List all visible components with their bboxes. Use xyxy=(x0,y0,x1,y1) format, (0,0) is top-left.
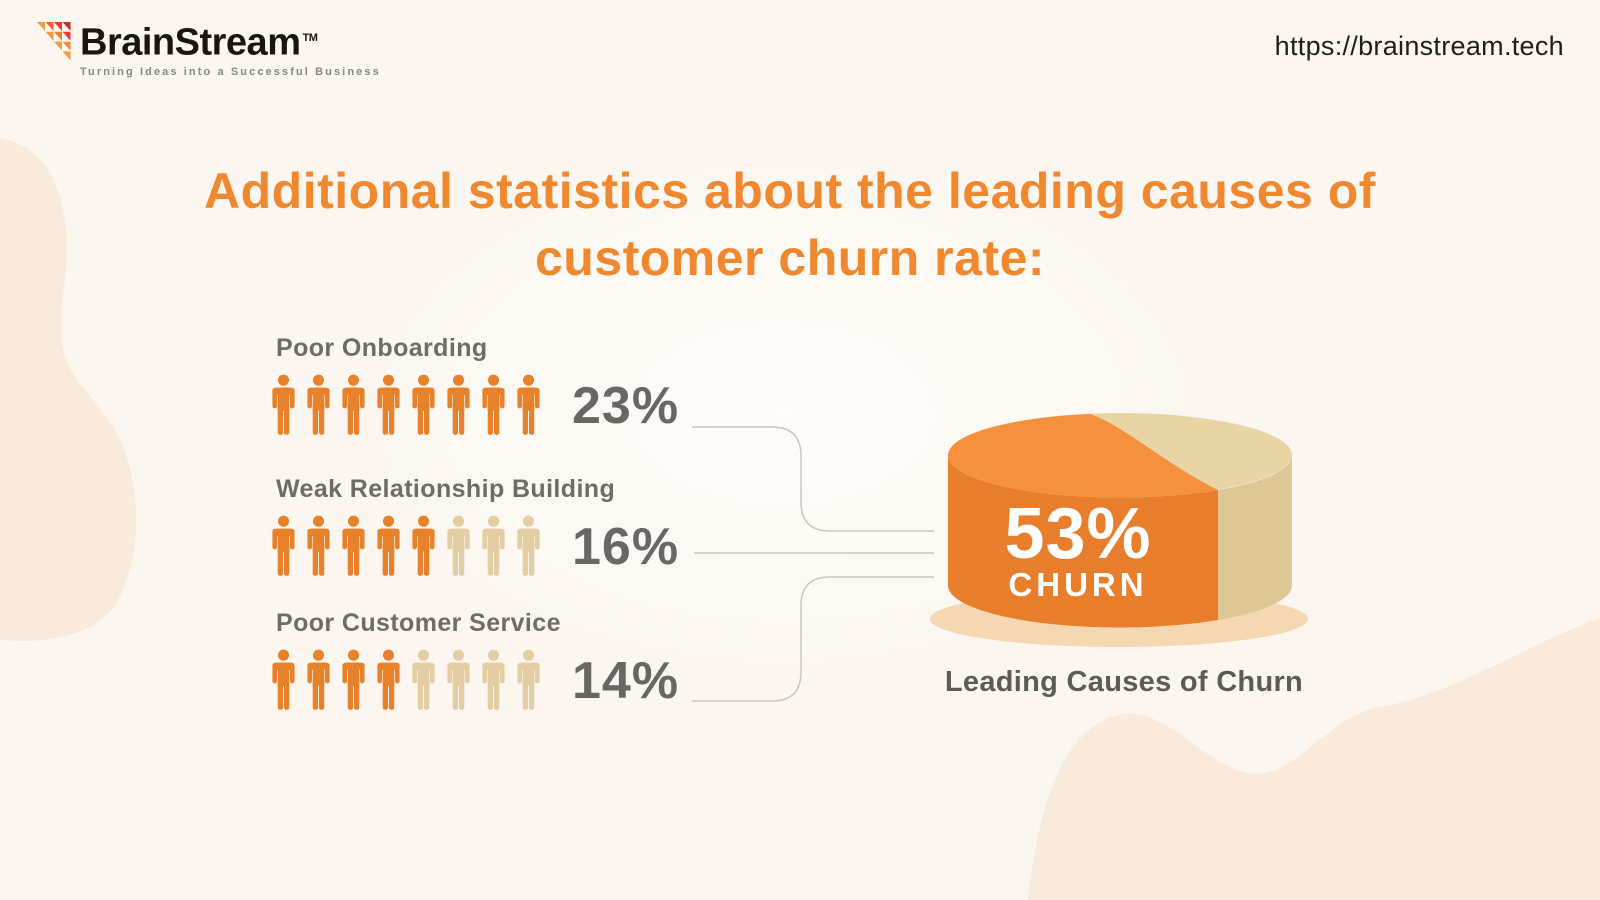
pie-center-value: 53% xyxy=(1004,494,1151,574)
connector-line-1 xyxy=(692,426,934,532)
connector-line-3 xyxy=(692,576,934,702)
pie-center-word: CHURN xyxy=(1008,566,1147,603)
